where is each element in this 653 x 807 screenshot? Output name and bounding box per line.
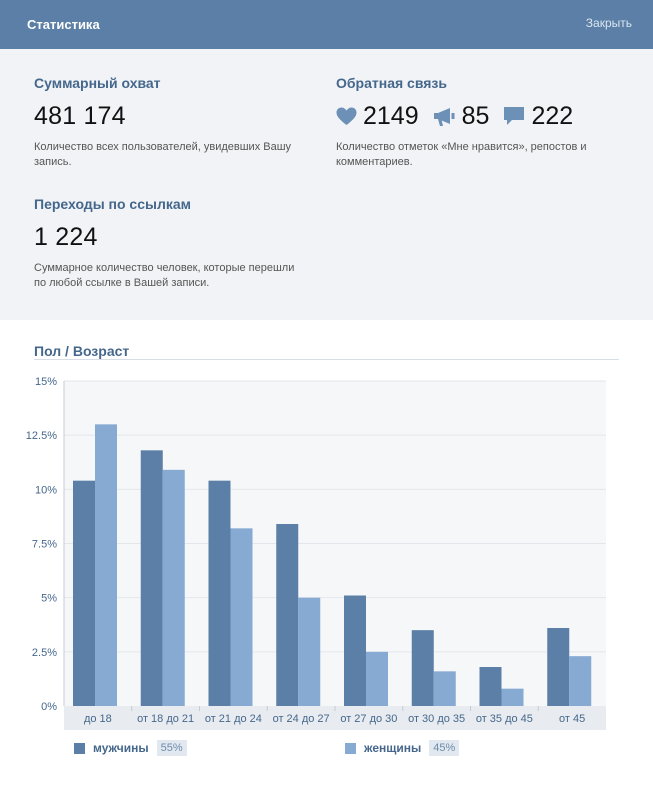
feedback-title: Обратная связь: [336, 75, 447, 91]
y-tick-label: 12.5%: [26, 430, 57, 442]
bar-men: [411, 630, 434, 706]
legend-women[interactable]: женщины 45%: [345, 740, 460, 756]
y-tick-label: 7.5%: [32, 539, 57, 551]
likes-count: 2149: [363, 102, 419, 130]
women-legend-label: женщины: [364, 741, 422, 755]
x-tick-label: от 45: [559, 713, 585, 725]
feedback-counters: 2149 85 222: [336, 102, 626, 131]
bar-women: [366, 651, 388, 706]
bar-men: [479, 667, 502, 706]
y-tick-label: 5%: [41, 593, 57, 605]
bar-men: [73, 480, 95, 706]
reach-title: Суммарный охват: [34, 75, 161, 91]
bar-women: [162, 469, 185, 706]
clicks-description-line2: по любой ссылке в Вашей записи.: [34, 277, 210, 289]
summary-panel: Суммарный охват 481 174 Количество всех …: [0, 49, 653, 320]
megaphone-icon: [433, 107, 455, 126]
women-swatch: [345, 742, 356, 754]
clicks-description: Суммарное количество человек, которые пе…: [34, 261, 324, 291]
feedback-description: Количество отметок «Мне нравится», репос…: [336, 140, 626, 170]
x-tick-label: до 18: [84, 713, 112, 725]
bar-women: [95, 424, 117, 706]
gender-age-chart: 0% 2.5% 5% 7.5% 10% 12.5% 15% до 18 от 18 до 21 о…: [26, 376, 606, 730]
window-title: Статистика: [27, 17, 100, 32]
y-tick-label: 0%: [41, 701, 57, 713]
men-percent: 55%: [156, 740, 187, 756]
feedback-description-line2: комментариев.: [336, 156, 413, 168]
header-bar: Статистика Закрыть: [0, 0, 653, 49]
likes-counter: 2149: [336, 102, 419, 131]
gender-age-title: Пол / Возраст: [34, 343, 130, 359]
bar-men: [140, 450, 163, 706]
reach-value: 481 174: [34, 102, 126, 130]
x-tick-label: от 35 до 45: [476, 713, 533, 725]
clicks-description-line1: Суммарное количество человек, которые пе…: [34, 262, 295, 274]
legend-men[interactable]: мужчины 55%: [74, 740, 187, 756]
comments-counter: 222: [503, 102, 573, 131]
x-tick-label: от 30 до 35: [408, 713, 465, 725]
x-tick-label: от 24 до 27: [273, 713, 330, 725]
clicks-block: Переходы по ссылкам 1 224 Суммарное коли…: [34, 196, 324, 291]
clicks-value: 1 224: [34, 223, 98, 251]
x-tick-label: от 21 до 24: [205, 713, 262, 725]
y-tick-label: 10%: [35, 484, 57, 496]
gender-age-section: 0% 2.5% 5% 7.5% 10% 12.5% 15% до 18 от 18 до 21 о…: [0, 320, 653, 807]
heart-icon: [336, 107, 357, 125]
x-tick-label: от 27 до 30: [340, 713, 397, 725]
feedback-block: Обратная связь 2149 85 222: [336, 75, 626, 170]
title-divider: [34, 359, 619, 360]
reach-block: Суммарный охват 481 174 Количество всех …: [34, 75, 304, 170]
bar-women: [298, 597, 321, 706]
bar-men: [208, 480, 231, 706]
close-link[interactable]: Закрыть: [585, 16, 632, 30]
comments-count: 222: [531, 102, 574, 130]
bar-women: [433, 671, 456, 706]
bar-men: [547, 628, 570, 706]
men-swatch: [74, 742, 85, 754]
men-legend-label: мужчины: [93, 741, 149, 755]
reposts-counter: 85: [433, 102, 490, 131]
reach-description: Количество всех пользователей, увидевших…: [34, 140, 304, 170]
x-tick-label: от 18 до 21: [137, 713, 194, 725]
bar-men: [344, 595, 366, 706]
y-tick-label: 2.5%: [32, 647, 57, 659]
women-percent: 45%: [429, 740, 460, 756]
feedback-description-line1: Количество отметок «Мне нравится», репос…: [336, 141, 587, 153]
bar-men: [276, 524, 299, 706]
clicks-title: Переходы по ссылкам: [34, 196, 192, 212]
bar-women: [230, 528, 253, 706]
reach-description-line2: запись.: [34, 156, 72, 168]
bar-women: [569, 656, 592, 706]
bar-women: [501, 688, 524, 706]
y-tick-label: 15%: [35, 376, 57, 388]
reach-description-line1: Количество всех пользователей, увидевших…: [34, 141, 292, 153]
comment-icon: [504, 107, 525, 125]
reposts-count: 85: [461, 102, 490, 130]
